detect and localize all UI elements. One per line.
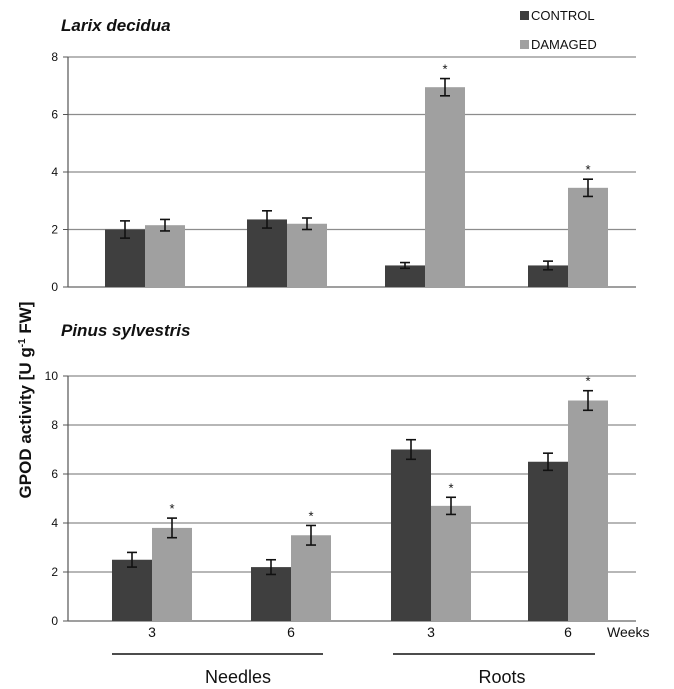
y-tick-label-0: 0 [51, 280, 58, 294]
x-tick-labels: 3 6 3 6 [148, 624, 572, 640]
legend-label-damaged: DAMAGED [531, 37, 597, 52]
legend: CONTROL DAMAGED [520, 8, 597, 52]
y-tick-label-2: 2 [51, 565, 58, 579]
x-tick-label-2: 3 [427, 624, 435, 640]
bar-control-0 [105, 229, 145, 287]
significance-marker-damaged-2: * [448, 480, 453, 495]
y-tick-label-6: 6 [51, 108, 58, 122]
x-axis-unit: Weeks [607, 624, 650, 640]
group-label-needles: Needles [205, 667, 271, 687]
significance-marker-damaged-2: * [442, 62, 447, 77]
legend-label-control: CONTROL [531, 8, 595, 23]
bar-damaged-2 [425, 87, 465, 287]
y-tick-label-0: 0 [51, 614, 58, 628]
panel-larix-decidua: 0 2 4 6 8 * * [51, 50, 636, 294]
y-tick-label-6: 6 [51, 467, 58, 481]
bar-control-3 [528, 265, 568, 287]
bar-control-2 [385, 265, 425, 287]
bar-control-2 [391, 449, 431, 621]
x-tick-label-1: 6 [287, 624, 295, 640]
bar-control-1 [251, 567, 291, 621]
y-tick-label-8: 8 [51, 418, 58, 432]
significance-marker-damaged-0: * [169, 501, 174, 516]
legend-swatch-damaged [520, 40, 529, 49]
y-tick-label-8: 8 [51, 50, 58, 64]
bar-control-0 [112, 559, 152, 621]
bar-damaged-0 [145, 225, 185, 287]
bar-control-3 [528, 461, 568, 621]
significance-marker-damaged-3: * [585, 162, 590, 177]
panel-title-pinus: Pinus sylvestris [61, 321, 190, 340]
bar-damaged-3 [568, 187, 608, 287]
significance-marker-damaged-3: * [585, 374, 590, 389]
significance-marker-damaged-1: * [308, 508, 313, 523]
group-label-roots: Roots [478, 667, 525, 687]
panel-title-larix: Larix decidua [61, 16, 171, 35]
x-tick-label-0: 3 [148, 624, 156, 640]
y-axis-label: GPOD activity [U g-1 FW] [16, 302, 35, 499]
bar-damaged-2 [431, 505, 471, 621]
bar-control-1 [247, 219, 287, 287]
panel-pinus-sylvestris: 0 2 4 6 8 10 * * * * [45, 369, 636, 628]
x-tick-label-3: 6 [564, 624, 572, 640]
bar-damaged-1 [287, 223, 327, 287]
bar-damaged-1 [291, 535, 331, 621]
y-tick-label-10: 10 [45, 369, 59, 383]
bar-damaged-3 [568, 400, 608, 621]
y-tick-label-2: 2 [51, 223, 58, 237]
y-tick-label-4: 4 [51, 516, 58, 530]
legend-swatch-control [520, 11, 529, 20]
bar-damaged-0 [152, 527, 192, 621]
y-tick-label-4: 4 [51, 165, 58, 179]
